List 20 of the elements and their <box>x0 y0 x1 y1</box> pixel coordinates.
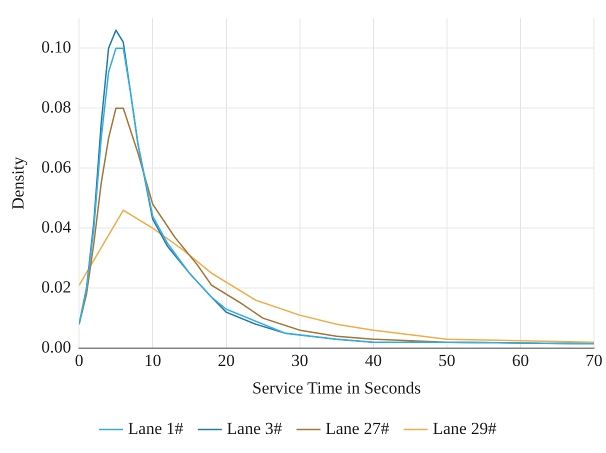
y-tick-label: 0.02 <box>41 278 72 297</box>
y-tick-label: 0.06 <box>41 158 72 177</box>
x-tick-label: 0 <box>74 350 84 370</box>
y-tick-label: 0.08 <box>41 98 72 117</box>
x-tick-label: 20 <box>218 350 235 370</box>
x-tick-label: 70 <box>586 350 602 370</box>
x-tick-label: 10 <box>144 350 162 370</box>
x-tick-label: 50 <box>438 350 456 370</box>
legend-label: Lane 27# <box>326 418 390 438</box>
legend-label: Lane 3# <box>226 418 282 438</box>
x-axis-title: Service Time in Seconds <box>252 378 421 398</box>
legend-label: Lane 1# <box>128 418 184 438</box>
legend-label: Lane 29# <box>432 418 497 438</box>
y-tick-label: 0.04 <box>41 218 72 237</box>
y-tick-label: 0.00 <box>41 338 72 357</box>
x-tick-label: 40 <box>364 350 382 370</box>
y-axis-title: Density <box>8 156 28 210</box>
y-tick-label: 0.10 <box>41 38 72 57</box>
x-tick-label: 60 <box>512 350 529 370</box>
x-tick-label: 30 <box>291 350 308 370</box>
